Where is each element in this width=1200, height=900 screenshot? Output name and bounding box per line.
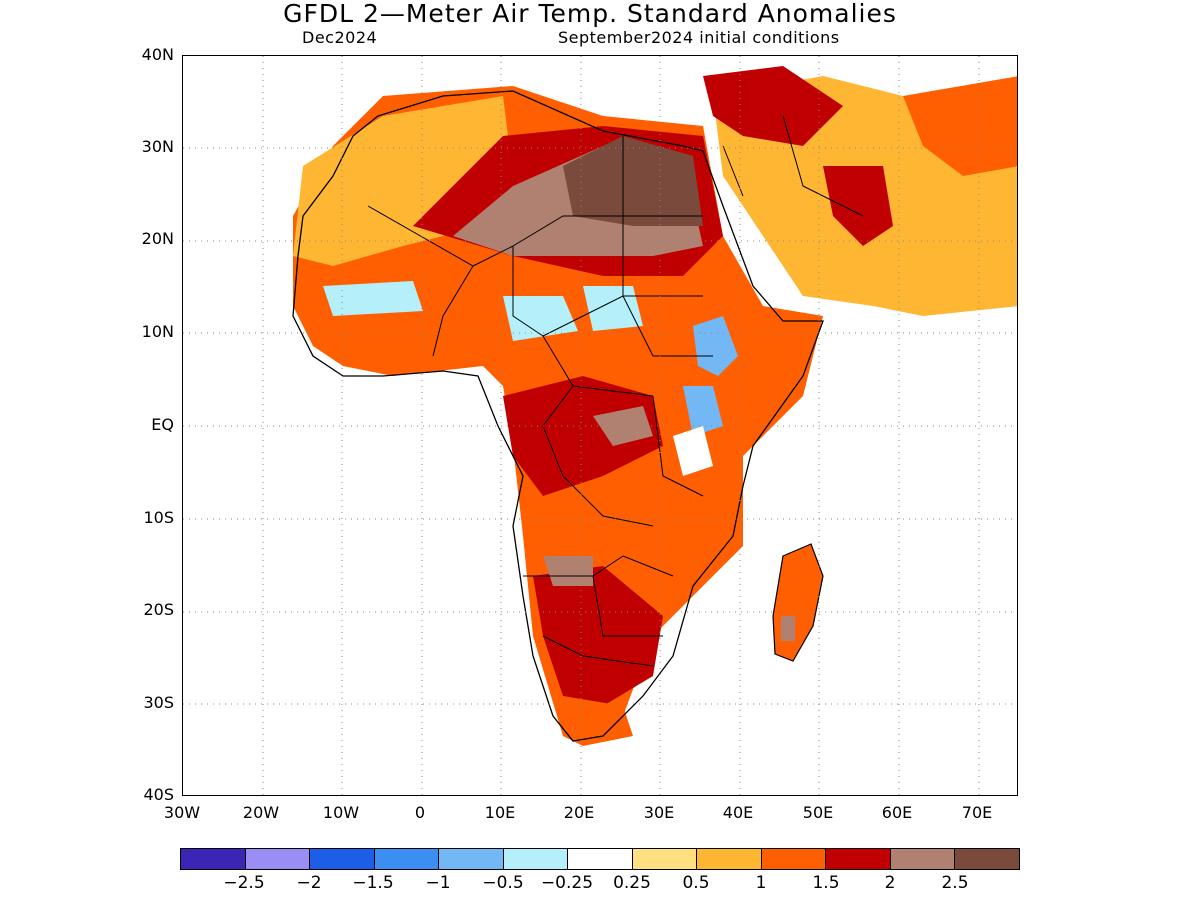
anomaly-map <box>182 55 1018 796</box>
lat-label-20n: 20N <box>141 229 174 248</box>
lon-label-0: 0 <box>414 803 426 822</box>
lon-label-50e: 50E <box>802 803 834 822</box>
lat-label-10s: 10S <box>143 508 174 527</box>
colorbar-swatch <box>245 849 311 869</box>
colorbar-label: 1 <box>755 873 767 893</box>
middle-east-red <box>703 66 843 146</box>
colorbar-label: −2 <box>296 873 322 893</box>
sahara-brown-max <box>563 136 703 226</box>
colorbar-label: −0.25 <box>540 873 594 893</box>
colorbar-swatch <box>568 849 633 869</box>
persia-orange <box>903 76 1017 176</box>
colorbar-swatch <box>890 849 956 869</box>
lon-label-60e: 60E <box>881 803 913 822</box>
initial-conditions-label: September2024 initial conditions <box>558 28 840 47</box>
colorbar-label: −1.5 <box>352 873 394 893</box>
lake-victoria-pale <box>673 426 713 476</box>
lat-label-20s: 20S <box>143 600 174 619</box>
lat-label-40n: 40N <box>141 45 174 64</box>
east-africa-cool <box>683 316 738 436</box>
lat-label-40s: 40S <box>143 785 174 804</box>
colorbar-swatch <box>181 849 246 869</box>
map-title: GFDL 2—Meter Air Temp. Standard Anomalie… <box>283 0 897 28</box>
colorbar-label: −0.5 <box>482 873 524 893</box>
colorbar-label: −2.5 <box>223 873 265 893</box>
lon-label-30e: 30E <box>643 803 675 822</box>
colorbar-label: 2 <box>884 873 896 893</box>
lat-label-30s: 30S <box>143 693 174 712</box>
congo-brown <box>593 406 653 446</box>
lon-label-10w: 10W <box>322 803 360 822</box>
lat-label-eq: EQ <box>151 415 174 434</box>
anomaly-map-svg <box>183 56 1017 795</box>
lon-label-20w: 20W <box>242 803 280 822</box>
colorbar-label: 2.5 <box>941 873 969 893</box>
lon-label-70e: 70E <box>961 803 993 822</box>
colorbar-swatch <box>826 849 891 869</box>
colorbar-label: 1.5 <box>812 873 840 893</box>
lon-label-40e: 40E <box>722 803 754 822</box>
lon-label-20e: 20E <box>563 803 595 822</box>
lon-label-10e: 10E <box>484 803 516 822</box>
colorbar-label: 0.25 <box>613 873 651 893</box>
lat-label-30n: 30N <box>141 137 174 156</box>
colorbar-swatch <box>697 849 762 869</box>
madagascar-brown <box>781 616 795 641</box>
colorbar-swatch <box>310 849 375 869</box>
africa-coastline <box>292 90 824 742</box>
colorbar-swatch <box>955 849 1019 869</box>
lon-label-30w: 30W <box>163 803 201 822</box>
gulf-red <box>823 166 893 246</box>
southern-africa-red <box>533 566 663 706</box>
central-africa-red <box>503 376 663 496</box>
lat-label-10n: 10N <box>141 322 174 341</box>
madagascar <box>772 543 824 662</box>
colorbar-label: −1 <box>425 873 451 893</box>
colorbar-swatch <box>503 849 569 869</box>
colorbar-label: 0.5 <box>682 873 710 893</box>
colorbar-swatch <box>632 849 698 869</box>
colorbar-swatch <box>374 849 440 869</box>
south-coast-orange <box>563 696 633 746</box>
colorbar-swatch <box>761 849 827 869</box>
graticule <box>183 56 1017 795</box>
colorbar <box>180 848 1020 870</box>
colorbar-swatch <box>439 849 504 869</box>
valid-month-label: Dec2024 <box>302 28 378 47</box>
